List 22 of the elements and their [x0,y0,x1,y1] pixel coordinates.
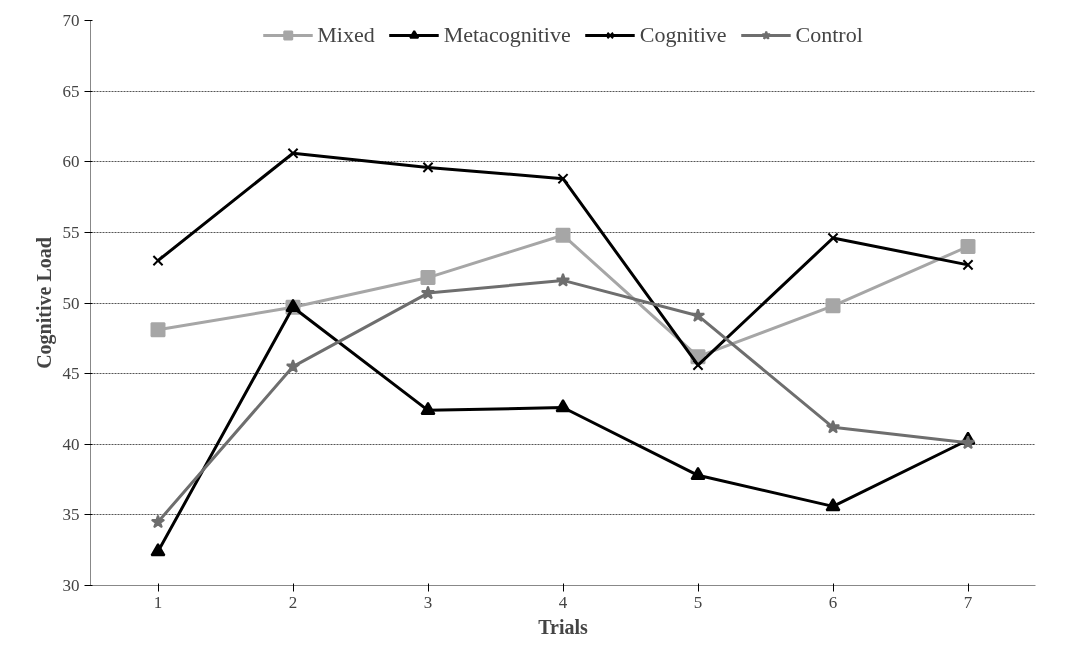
legend-label: Metacognitive [443,22,571,48]
y-tick-label: 45 [62,364,80,384]
x-tick-label: 1 [153,592,163,612]
legend-label: Control [795,22,863,48]
y-tick-label: 70 [62,11,80,30]
y-tick-label: 30 [62,576,80,595]
x-tick-label: 7 [963,592,973,612]
x-tick-label: 4 [558,592,568,612]
y-tick-label: 40 [62,434,80,454]
y-tick-label: 65 [62,81,80,101]
x-tick-label: 5 [693,592,703,612]
y-tick-label: 55 [62,222,80,242]
y-tick-label: 35 [62,505,80,525]
x-tick-label: 2 [288,592,298,612]
y-tick-label: 50 [62,293,80,313]
x-tick-label: 3 [423,592,433,612]
legend-label: Cognitive [639,22,727,48]
x-tick-label: 6 [828,592,838,612]
y-axis-title: Cognitive Load [32,237,56,369]
y-tick-label: 60 [62,152,80,172]
x-axis-title: Trials [538,615,589,638]
legend-label: Mixed [317,22,375,48]
